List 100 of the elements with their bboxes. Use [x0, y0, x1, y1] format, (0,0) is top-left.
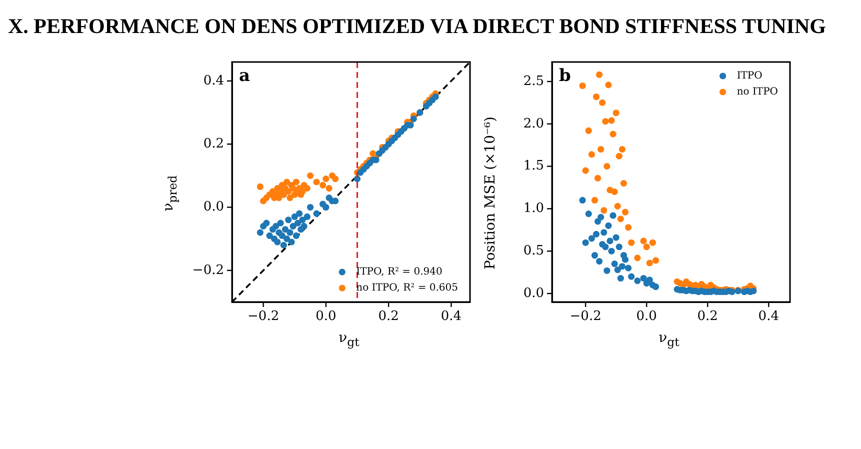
point [290, 185, 296, 192]
point [616, 152, 622, 160]
point [614, 266, 621, 274]
point [599, 99, 606, 106]
point [608, 248, 615, 254]
point [592, 230, 600, 238]
point [274, 238, 281, 246]
point [277, 220, 284, 226]
x-tick-label: 0.0 [316, 308, 336, 324]
point [322, 204, 330, 211]
point [582, 239, 589, 246]
point [579, 82, 586, 90]
point [284, 236, 290, 242]
x-tick-label: 0.2 [378, 308, 399, 324]
point [286, 194, 294, 202]
point [652, 257, 660, 264]
point [605, 82, 612, 88]
point [611, 260, 618, 268]
point [622, 208, 629, 216]
point [596, 71, 603, 78]
point [266, 232, 273, 239]
point [600, 207, 608, 214]
point [294, 220, 302, 226]
point [602, 244, 609, 250]
point [618, 146, 626, 153]
point [280, 191, 287, 198]
point [272, 222, 280, 230]
point [618, 263, 626, 270]
x-tick-label: 0.4 [758, 308, 779, 324]
point [608, 117, 615, 124]
chart-title: X. PERFORMANCE ON DENS OPTIMIZED VIA DIRECT BOND STIFFNESS TUNING [8, 13, 827, 40]
y-tick-label: 1.0 [523, 201, 544, 216]
point [299, 216, 306, 224]
y-tick-label: 2.5 [523, 74, 544, 89]
point [292, 232, 300, 239]
point [410, 116, 417, 122]
y-tick-label: 0.2 [203, 136, 224, 152]
point [322, 176, 330, 182]
point [649, 239, 656, 246]
x-tick-label: 0.2 [697, 308, 718, 324]
point [585, 210, 592, 218]
point [634, 254, 641, 262]
point [640, 274, 647, 282]
point [592, 93, 600, 100]
point [604, 163, 610, 170]
point [432, 93, 439, 100]
legend-label: ITPO [736, 70, 762, 82]
y-tick-label: 1.5 [523, 158, 544, 174]
point [591, 252, 598, 259]
point [652, 283, 660, 290]
point [286, 229, 294, 236]
point [292, 178, 300, 186]
point [284, 178, 290, 186]
point [582, 167, 589, 174]
point [280, 242, 287, 248]
point [256, 183, 264, 190]
point [640, 238, 647, 244]
point [585, 127, 592, 134]
point [300, 222, 308, 230]
point [278, 232, 286, 239]
legend-label: no ITPO, R² = 0.605 [356, 282, 458, 294]
point [598, 214, 604, 220]
point [643, 244, 650, 250]
y-tick-label: 0.0 [523, 286, 544, 301]
point [588, 151, 595, 158]
point [614, 202, 621, 210]
point [304, 185, 310, 192]
point [628, 239, 635, 246]
y-tick-label: 0.4 [203, 73, 224, 88]
annotation: b [559, 66, 571, 86]
y-tick-label: 2.0 [523, 116, 544, 132]
point [263, 220, 270, 226]
x-tick-label: 0.0 [636, 308, 657, 324]
x-axis-title: ν$_{gt}$ [338, 330, 360, 349]
legend-label: ITPO, R² = 0.940 [356, 266, 442, 278]
point [579, 196, 586, 204]
point [750, 288, 757, 294]
point [612, 110, 620, 116]
point [296, 210, 303, 217]
legend-label: no ITPO [736, 86, 778, 98]
point [622, 256, 629, 263]
x-tick-label: 0.4 [440, 308, 462, 324]
x-tick-label: −0.2 [248, 308, 280, 324]
point [276, 194, 282, 202]
point [611, 188, 618, 196]
point [591, 196, 598, 204]
point [326, 185, 332, 192]
point [606, 238, 614, 244]
point [285, 216, 292, 224]
y-tick-label: 0.0 [203, 200, 224, 215]
y-tick-label: 0.5 [523, 243, 544, 258]
point [634, 278, 641, 284]
point [288, 238, 295, 246]
point [602, 118, 609, 125]
point [610, 130, 616, 138]
point [600, 229, 608, 236]
point [306, 172, 314, 179]
point [285, 188, 292, 195]
point [612, 234, 620, 241]
point [313, 178, 320, 186]
